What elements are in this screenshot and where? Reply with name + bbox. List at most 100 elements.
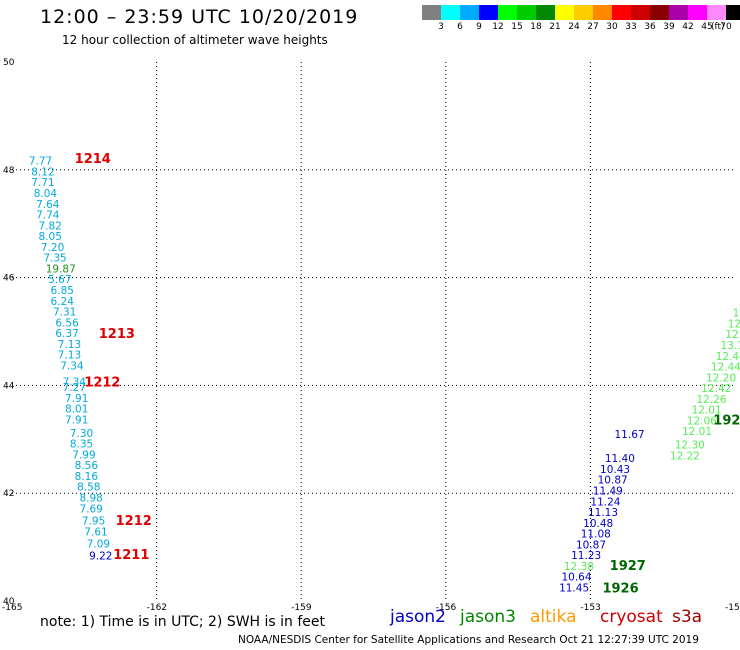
data-point-label: 8.56 xyxy=(75,460,99,472)
data-point-label: 11.08 xyxy=(581,529,611,541)
legend-swatch xyxy=(650,5,669,20)
legend-unit: (ft) xyxy=(711,22,725,32)
satellite-altika: altika xyxy=(530,607,577,627)
y-tick-label: 48 xyxy=(3,166,15,176)
data-point-label: 12.20 xyxy=(706,372,736,384)
data-point-label: 12 xyxy=(725,329,738,341)
data-point-label: 7.31 xyxy=(53,307,76,319)
chart-title: 12:00 – 23:59 UTC 10/20/2019 xyxy=(40,6,359,28)
data-point-label: 1211 xyxy=(113,548,149,563)
y-tick-label: 42 xyxy=(3,489,14,499)
data-point-label: 7.30 xyxy=(70,428,93,440)
legend-label: 18 xyxy=(530,22,542,32)
x-tick-label: -165 xyxy=(2,603,22,613)
legend-swatch xyxy=(726,5,740,20)
data-point-label: 7.77 xyxy=(29,156,52,168)
legend-swatch xyxy=(422,5,441,20)
data-point-label: 7.61 xyxy=(84,526,107,538)
y-tick-label: 44 xyxy=(3,381,15,391)
legend-label: 36 xyxy=(644,22,656,32)
satellite-s3a: s3a xyxy=(672,607,703,627)
legend-swatch xyxy=(707,5,726,20)
data-point-label: 12 xyxy=(728,318,740,330)
legend-swatch xyxy=(631,5,650,20)
data-point-label: 6.85 xyxy=(51,285,74,297)
footer-credit: NOAA/NESDIS Center for Satellite Applica… xyxy=(238,634,699,646)
data-point-label: 8.35 xyxy=(70,439,93,451)
data-point-label: 12.01 xyxy=(692,405,722,417)
chart-subtitle: 12 hour collection of altimeter wave hei… xyxy=(62,33,328,47)
data-point-label: 1927 xyxy=(610,559,646,574)
legend-swatch xyxy=(688,5,707,20)
data-point-label: 1926 xyxy=(602,582,638,597)
legend-swatch xyxy=(460,5,479,20)
legend-label: 39 xyxy=(663,22,675,32)
data-point-label: 5.67 xyxy=(48,274,71,286)
data-point-label: 7.13 xyxy=(58,350,81,362)
data-point-label: 10.87 xyxy=(598,475,628,487)
y-tick-label: 40 xyxy=(3,597,15,607)
data-point-label: 7.27 xyxy=(63,382,86,394)
data-point-label: 12 xyxy=(733,308,740,320)
data-point-label: 11.49 xyxy=(593,486,623,498)
data-point-label: 6.56 xyxy=(55,317,79,329)
legend-label: 70 xyxy=(720,22,732,32)
legend-swatch xyxy=(498,5,517,20)
data-point-label: 11.13 xyxy=(588,507,618,519)
data-point-label: 19.87 xyxy=(46,263,76,275)
legend-label: 33 xyxy=(625,22,637,32)
legend-swatch xyxy=(612,5,631,20)
legend-label: 9 xyxy=(476,22,482,32)
data-point-label: 9.22 xyxy=(89,551,112,563)
legend-label: 45 xyxy=(701,22,713,32)
data-point-label: 7.91 xyxy=(65,393,88,405)
data-point-label: 7.13 xyxy=(58,339,81,351)
data-point-label: 7.09 xyxy=(87,538,110,550)
data-point-label: 11.24 xyxy=(590,496,620,508)
data-point-label: 12.44 xyxy=(711,362,740,374)
data-point-label: 7.95 xyxy=(82,516,105,528)
data-point-label: 12.30 xyxy=(675,440,705,452)
data-point-label: 7.99 xyxy=(72,449,95,461)
x-tick-label: -153 xyxy=(580,603,600,613)
data-point-label: 1928 xyxy=(713,413,740,428)
data-point-label: 12.38 xyxy=(564,561,594,573)
data-point-label: 8.04 xyxy=(34,188,58,200)
data-point-label: 7.91 xyxy=(65,414,88,426)
data-point-label: 6.37 xyxy=(55,328,78,340)
data-point-label: 7.34 xyxy=(60,360,84,372)
legend-swatch xyxy=(669,5,688,20)
data-point-label: 8.98 xyxy=(79,493,102,505)
legend-label: 15 xyxy=(511,22,523,32)
y-tick-label: 50 xyxy=(3,58,15,68)
legend-label: 21 xyxy=(549,22,561,32)
satellite-jason3: jason3 xyxy=(460,607,516,627)
x-tick-label: -15 xyxy=(725,603,740,613)
legend-label: 3 xyxy=(438,22,444,32)
data-point-label: 8.05 xyxy=(39,231,62,243)
satellite-cryosat: cryosat xyxy=(600,607,663,627)
data-point-label: 10.48 xyxy=(583,518,613,530)
data-point-label: 7.71 xyxy=(31,177,54,189)
data-point-label: 7.74 xyxy=(36,210,60,222)
units-note: note: 1) Time is in UTC; 2) SWH is in fe… xyxy=(40,614,326,630)
data-point-label: 12.44 xyxy=(716,351,740,363)
data-point-label: 1212 xyxy=(116,514,152,529)
data-point-label: 11.40 xyxy=(605,453,635,465)
data-point-label: 8.01 xyxy=(65,404,88,416)
legend-swatch xyxy=(593,5,612,20)
data-point-label: 1212 xyxy=(84,376,120,391)
legend-swatch xyxy=(517,5,536,20)
data-point-label: 1214 xyxy=(75,152,111,167)
satellite-jason2: jason2 xyxy=(390,607,446,627)
data-point-label: 11.67 xyxy=(615,429,645,441)
data-point-label: 10.87 xyxy=(576,539,606,551)
data-point-label: 12.42 xyxy=(701,383,731,395)
data-point-label: 7.35 xyxy=(43,253,66,265)
data-point-label: 1213 xyxy=(99,327,135,342)
data-point-label: 12.01 xyxy=(682,426,712,438)
data-point-label: 8.12 xyxy=(31,166,54,178)
legend-swatch xyxy=(479,5,498,20)
legend-label: 27 xyxy=(587,22,599,32)
